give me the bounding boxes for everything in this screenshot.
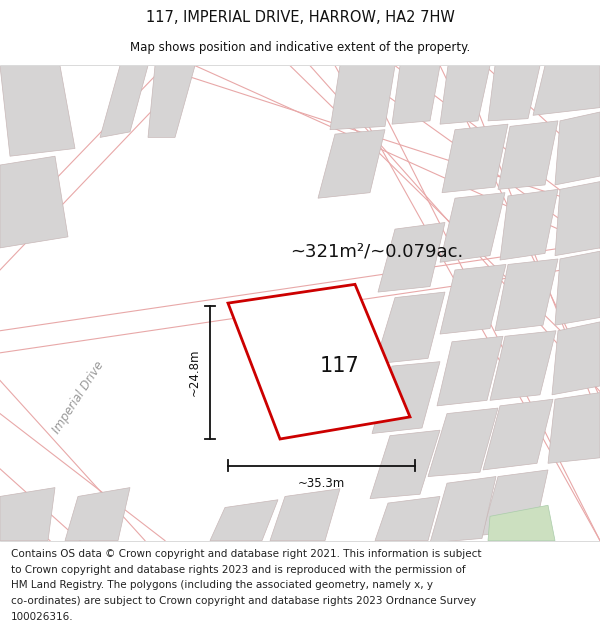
Polygon shape [375,496,440,541]
Polygon shape [490,331,556,401]
Polygon shape [228,284,410,439]
Text: ~24.8m: ~24.8m [187,349,200,396]
Text: Imperial Drive: Imperial Drive [50,359,106,436]
Polygon shape [482,470,548,535]
Polygon shape [210,500,278,541]
Polygon shape [65,488,130,541]
Polygon shape [0,66,75,156]
Polygon shape [370,430,440,499]
Polygon shape [440,66,490,124]
Polygon shape [148,66,195,138]
Polygon shape [555,182,600,256]
Text: 117: 117 [320,356,360,376]
Polygon shape [318,130,385,198]
Polygon shape [488,66,540,121]
Polygon shape [440,264,506,334]
Polygon shape [0,488,55,541]
Text: co-ordinates) are subject to Crown copyright and database rights 2023 Ordnance S: co-ordinates) are subject to Crown copyr… [11,596,476,606]
Polygon shape [552,322,600,395]
Text: Map shows position and indicative extent of the property.: Map shows position and indicative extent… [130,41,470,54]
Polygon shape [372,362,440,434]
Text: 100026316.: 100026316. [11,611,73,621]
Polygon shape [392,66,440,124]
Polygon shape [500,189,558,260]
Polygon shape [440,192,505,262]
Polygon shape [488,505,555,541]
Polygon shape [555,251,600,325]
Text: ~35.3m: ~35.3m [298,477,345,489]
Text: ~321m²/~0.079ac.: ~321m²/~0.079ac. [290,242,463,260]
Polygon shape [0,156,68,248]
Text: 117, IMPERIAL DRIVE, HARROW, HA2 7HW: 117, IMPERIAL DRIVE, HARROW, HA2 7HW [146,9,454,24]
Polygon shape [498,121,558,189]
Polygon shape [533,66,600,116]
Polygon shape [437,336,503,406]
Polygon shape [270,489,340,541]
Polygon shape [100,66,148,138]
Polygon shape [495,259,558,331]
Polygon shape [548,392,600,463]
Polygon shape [430,476,496,543]
Polygon shape [555,112,600,185]
Polygon shape [442,124,508,192]
Polygon shape [483,399,553,470]
Text: Contains OS data © Crown copyright and database right 2021. This information is : Contains OS data © Crown copyright and d… [11,549,481,559]
Text: to Crown copyright and database rights 2023 and is reproduced with the permissio: to Crown copyright and database rights 2… [11,564,466,574]
Polygon shape [375,292,445,364]
Text: HM Land Registry. The polygons (including the associated geometry, namely x, y: HM Land Registry. The polygons (includin… [11,580,433,590]
Polygon shape [378,222,445,292]
Polygon shape [330,66,395,130]
Polygon shape [428,408,498,476]
